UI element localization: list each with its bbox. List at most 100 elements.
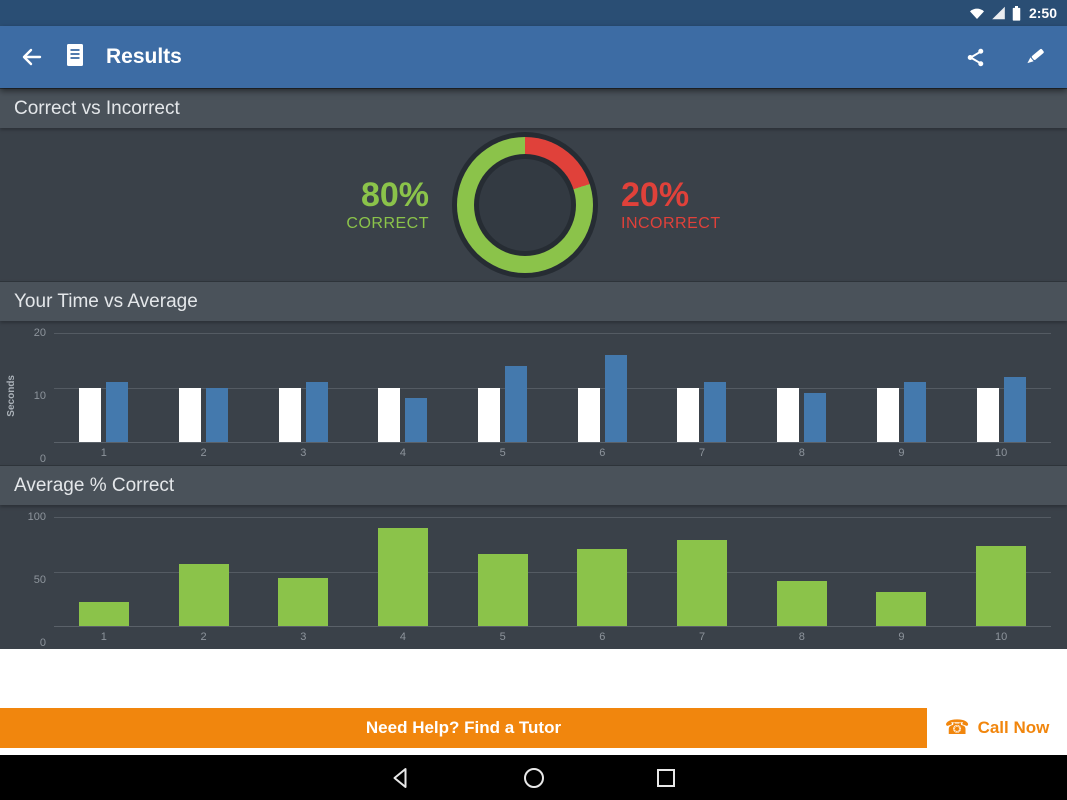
bar xyxy=(804,392,827,442)
footer-banner: Need Help? Find a Tutor ☎ Call Now xyxy=(0,708,1067,748)
x-axis-labels: 1 2 3 4 5 6 7 8 9 10 xyxy=(54,447,1051,459)
bar-group xyxy=(577,333,627,442)
app-bar: Results xyxy=(0,26,1067,88)
gridline xyxy=(54,333,1051,334)
bar xyxy=(478,387,501,442)
x-tick-label: 1 xyxy=(100,631,107,643)
section-header-average-pct-correct: Average % Correct xyxy=(0,465,1067,505)
pen-icon[interactable] xyxy=(1021,45,1047,69)
y-tick-label: 0 xyxy=(39,453,46,465)
android-nav-bar xyxy=(0,755,1067,800)
bar xyxy=(505,365,528,442)
bar xyxy=(577,387,600,442)
donut-hole xyxy=(479,158,571,251)
bar-group xyxy=(178,517,229,626)
tutor-button[interactable]: Need Help? Find a Tutor xyxy=(0,708,927,748)
bar-group xyxy=(976,333,1026,442)
clock: 2:50 xyxy=(1028,5,1057,21)
home-icon[interactable] xyxy=(522,766,546,790)
x-axis-labels: 1 2 3 4 5 6 7 8 9 10 xyxy=(54,631,1051,643)
x-tick-label: 6 xyxy=(599,447,606,459)
bar-group xyxy=(378,333,428,442)
bar-group xyxy=(876,333,926,442)
bar xyxy=(876,592,927,626)
bar xyxy=(179,387,202,442)
x-tick-label: 5 xyxy=(499,631,506,643)
x-tick-label: 7 xyxy=(699,447,706,459)
recents-icon[interactable] xyxy=(654,766,678,790)
time-vs-average-chart: Seconds 0 10 20 1 2 3 4 5 6 7 8 9 10 xyxy=(0,321,1067,465)
status-bar: 2:50 xyxy=(0,0,1067,26)
correct-label: CORRECT xyxy=(346,214,429,232)
x-tick-label: 10 xyxy=(995,447,1008,459)
x-tick-label: 2 xyxy=(200,447,207,459)
bar xyxy=(876,387,899,442)
bar xyxy=(604,354,627,442)
bar xyxy=(106,382,129,442)
x-tick-label: 4 xyxy=(399,631,407,643)
bar xyxy=(79,387,102,442)
bar-group xyxy=(677,333,727,442)
share-icon[interactable] xyxy=(964,46,987,69)
bar xyxy=(305,382,328,442)
call-now-label: Call Now xyxy=(977,718,1050,737)
bar xyxy=(976,546,1027,626)
bar-group xyxy=(976,517,1027,626)
bar xyxy=(976,387,999,442)
bar-group xyxy=(676,517,727,626)
bar-group xyxy=(577,517,628,626)
x-tick-label: 2 xyxy=(200,631,207,643)
gridline xyxy=(54,387,1051,389)
bar-group xyxy=(179,333,229,442)
x-tick-label: 8 xyxy=(798,631,805,643)
results-content: Correct vs Incorrect 80% CORRECT 20% INC… xyxy=(0,88,1067,649)
call-now-button[interactable]: ☎ Call Now xyxy=(927,708,1067,748)
bar-group xyxy=(278,517,329,626)
average-pct-correct-chart: 0 50 100 1 2 3 4 5 6 7 8 9 10 xyxy=(0,505,1067,649)
section-header-correct-vs-incorrect: Correct vs Incorrect xyxy=(0,88,1067,128)
x-tick-label: 4 xyxy=(399,447,407,459)
battery-icon xyxy=(1012,5,1021,21)
y-tick-label: 50 xyxy=(33,574,46,586)
y-tick-label: 20 xyxy=(33,327,46,339)
bar xyxy=(377,527,428,626)
bar xyxy=(206,387,229,442)
bar-group xyxy=(478,333,528,442)
y-axis-spacer xyxy=(6,517,20,643)
phone-icon: ☎ xyxy=(944,717,970,739)
incorrect-percentage: 20% xyxy=(621,175,690,214)
bar xyxy=(477,554,528,626)
donut-ring xyxy=(457,136,593,273)
bar-group xyxy=(477,517,528,626)
back-icon[interactable] xyxy=(390,766,414,790)
incorrect-block: 20% INCORRECT xyxy=(621,176,721,233)
bar-group xyxy=(79,333,129,442)
bar-group xyxy=(776,517,827,626)
x-tick-label: 3 xyxy=(300,631,307,643)
bar xyxy=(378,387,401,442)
bar-group xyxy=(876,517,927,626)
correct-percentage: 80% xyxy=(360,175,429,214)
bar xyxy=(405,398,428,442)
x-tick-label: 5 xyxy=(499,447,506,459)
x-tick-label: 3 xyxy=(300,447,307,459)
bar xyxy=(178,563,229,626)
bar-group xyxy=(78,517,129,626)
document-icon xyxy=(64,43,86,72)
back-arrow-icon[interactable] xyxy=(20,45,44,69)
x-tick-label: 6 xyxy=(599,631,606,643)
y-tick-label: 100 xyxy=(27,511,46,523)
y-axis-ticks: 0 10 20 xyxy=(20,327,54,465)
y-axis-ticks: 0 50 100 xyxy=(20,511,54,649)
bar xyxy=(278,387,301,442)
x-tick-label: 1 xyxy=(100,447,107,459)
section-header-time-vs-average: Your Time vs Average xyxy=(0,281,1067,321)
gridline xyxy=(54,571,1051,573)
bar-group xyxy=(278,333,328,442)
signal-icon xyxy=(991,6,1006,20)
bar xyxy=(776,581,827,626)
bar-group xyxy=(377,517,428,626)
correct-block: 80% CORRECT xyxy=(346,176,429,233)
y-tick-label: 0 xyxy=(39,637,46,649)
bar xyxy=(677,387,700,442)
